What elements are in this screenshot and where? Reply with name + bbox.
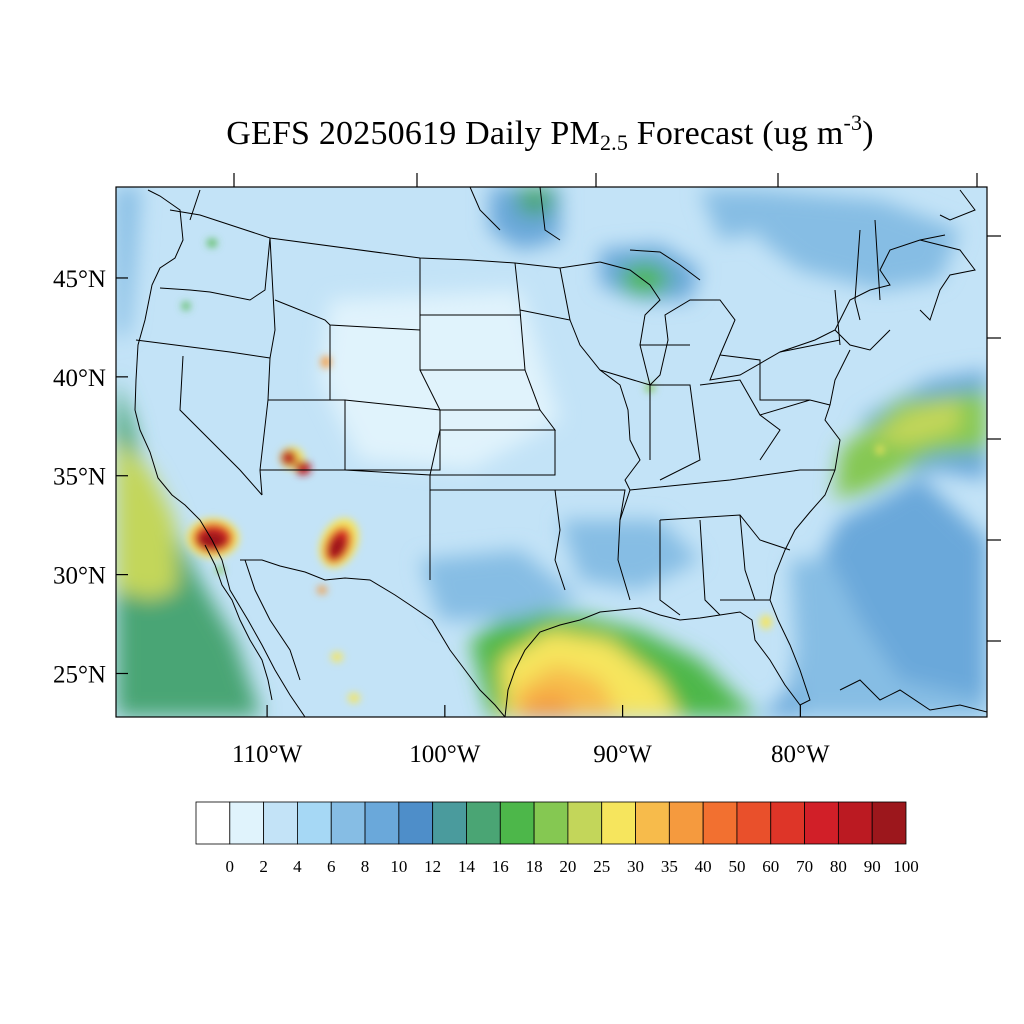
colorbar-label: 40 [695, 857, 712, 876]
lat-label: 35°N [53, 464, 106, 491]
colorbar-swatch [432, 801, 467, 845]
lat-label: 40°N [53, 365, 106, 392]
colorbar-swatch [263, 801, 298, 845]
colorbar-swatch [871, 801, 907, 845]
colorbar-swatch [837, 801, 873, 845]
colorbar-swatch [635, 801, 670, 845]
coastlines-and-borders [134, 187, 987, 717]
colorbar-swatch [466, 801, 501, 845]
lat-label: 25°N [53, 661, 106, 688]
colorbar-label: 10 [390, 857, 407, 876]
colorbar-swatch [601, 801, 636, 845]
colorbar-swatch [398, 801, 434, 845]
longitude-axis: 110°W 100°W 90°W 80°W [232, 705, 830, 768]
lon-label: 90°W [593, 741, 652, 768]
colorbar-label: 14 [458, 857, 476, 876]
colorbar-label: 30 [627, 857, 644, 876]
lon-label: 80°W [771, 741, 830, 768]
colorbar-swatch [297, 801, 332, 845]
colorbar-label: 100 [893, 857, 919, 876]
right-tick-marks [987, 235, 1001, 642]
colorbar-label: 20 [559, 857, 576, 876]
colorbar-label: 4 [293, 857, 302, 876]
colorbar-swatch [533, 801, 569, 845]
colorbar-swatch [567, 801, 603, 845]
lon-label: 110°W [232, 741, 303, 768]
fire-hotspots [182, 239, 884, 703]
latitude-axis: 45°N 40°N 35°N 30°N 25°N [53, 266, 128, 688]
colorbar-label: 25 [593, 857, 610, 876]
colorbar-swatch [804, 801, 839, 845]
colorbar-label: 60 [762, 857, 779, 876]
colorbar-swatch [668, 801, 704, 845]
title-superscript: -3 [843, 110, 863, 135]
colorbar-swatch [499, 801, 535, 845]
map-frame [115, 186, 988, 718]
map-title: GEFS 20250619 Daily PM2.5 Forecast (ug m… [0, 112, 1024, 156]
colorbar-swatch [736, 801, 772, 845]
title-subscript: 2.5 [599, 130, 629, 155]
colorbar-label: 8 [361, 857, 370, 876]
colorbar-swatch [229, 801, 265, 845]
colorbar-label: 50 [728, 857, 745, 876]
colorbar-label: 80 [830, 857, 847, 876]
colorbar-label: 16 [492, 857, 509, 876]
colorbar-swatch [330, 801, 366, 845]
title-middle: Forecast (ug m [628, 115, 844, 152]
lon-label: 100°W [409, 741, 480, 768]
lat-label: 45°N [53, 266, 106, 293]
title-prefix: GEFS 20250619 Daily PM [226, 115, 600, 152]
colorbar-swatch [195, 801, 231, 845]
title-suffix: ) [862, 115, 874, 152]
colorbar-label: 70 [796, 857, 813, 876]
lat-label: 30°N [53, 563, 106, 590]
map-plot-area [116, 187, 987, 717]
pm25-concentration-field [116, 187, 987, 717]
colorbar-label: 35 [661, 857, 678, 876]
colorbar-label: 0 [226, 857, 235, 876]
colorbar: 0 2 4 6 8 10 12 14 16 18 20 25 30 35 40 50 60 70 80 90 100 [195, 801, 919, 876]
colorbar-swatch [702, 801, 738, 845]
colorbar-swatch [364, 801, 400, 845]
colorbar-label: 90 [864, 857, 881, 876]
colorbar-label: 18 [526, 857, 543, 876]
colorbar-label: 6 [327, 857, 336, 876]
colorbar-swatch [770, 801, 805, 845]
colorbar-label: 12 [424, 857, 441, 876]
top-tick-marks [233, 173, 978, 187]
colorbar-label: 2 [259, 857, 268, 876]
